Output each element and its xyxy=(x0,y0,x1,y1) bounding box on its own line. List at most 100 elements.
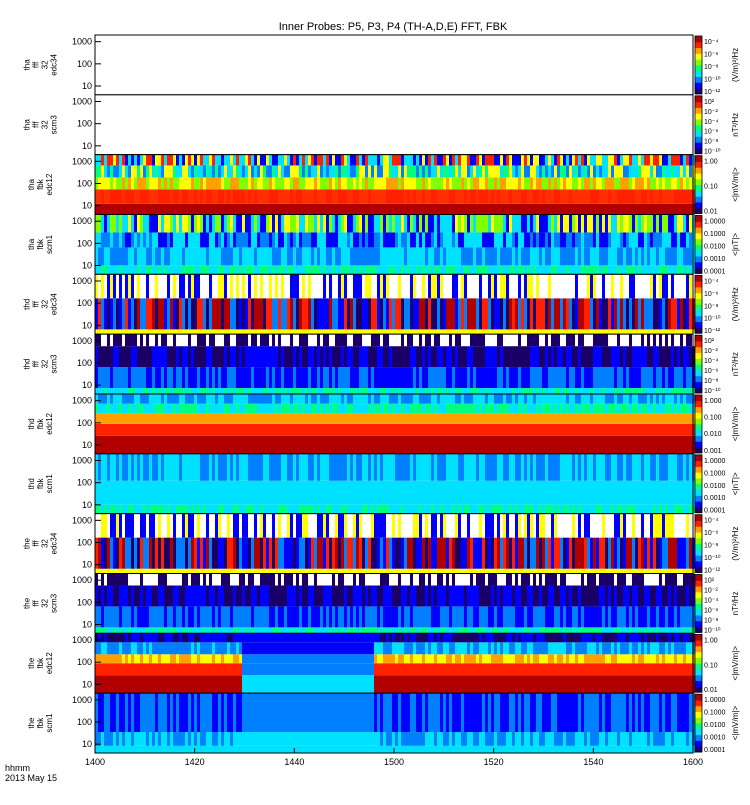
spectrogram-cell xyxy=(101,394,104,404)
spectrogram-cell xyxy=(275,215,278,233)
spectrogram-cell xyxy=(395,204,398,215)
spectrogram-cell xyxy=(410,388,413,394)
spectrogram-cell xyxy=(308,155,311,166)
spectrogram-cell xyxy=(575,165,578,177)
spectrogram-cell xyxy=(536,265,539,274)
spectrogram-cell xyxy=(347,329,350,334)
spectrogram-cell xyxy=(347,505,350,514)
spectrogram-cell xyxy=(629,481,632,505)
spectrogram-cell xyxy=(575,388,578,394)
spectrogram-cell xyxy=(230,247,233,265)
spectrogram-cell xyxy=(125,388,128,394)
spectrogram-cell xyxy=(317,334,320,346)
spectrogram-cell xyxy=(479,165,482,177)
spectrogram-cell xyxy=(275,155,278,166)
spectrogram-cell xyxy=(260,232,263,247)
spectrogram-cell xyxy=(332,274,335,298)
spectrogram-cell xyxy=(248,204,251,215)
spectrogram-cell xyxy=(203,394,206,404)
spectrogram-cell xyxy=(356,454,359,481)
spectrogram-cell xyxy=(233,436,236,454)
spectrogram-cell xyxy=(590,367,593,388)
spectrogram-cell xyxy=(197,481,200,505)
spectrogram-cell xyxy=(245,155,248,166)
spectrogram-cell xyxy=(404,232,407,247)
spectrogram-cell xyxy=(626,394,629,404)
spectrogram-cell xyxy=(125,265,128,274)
spectrogram-cell xyxy=(266,404,269,414)
spectrogram-cell xyxy=(233,346,236,367)
spectrogram-cell xyxy=(176,189,179,203)
spectrogram-cell xyxy=(125,436,128,454)
colorbar-tick-label: 10⁻¹⁰ xyxy=(704,387,721,395)
spectrogram-cell xyxy=(569,481,572,505)
spectrogram-cell xyxy=(530,394,533,404)
spectrogram-cell xyxy=(686,204,689,215)
spectrogram-cell xyxy=(137,481,140,505)
spectrogram-cell xyxy=(551,394,554,404)
spectrogram-cell xyxy=(440,436,443,454)
spectrogram-cell xyxy=(368,265,371,274)
spectrogram-cell xyxy=(620,232,623,247)
spectrogram-cell xyxy=(413,204,416,215)
spectrogram-cell xyxy=(251,413,254,424)
spectrogram-cell xyxy=(203,329,206,334)
spectrogram-cell xyxy=(377,247,380,265)
colorbar-segment xyxy=(695,298,702,304)
spectrogram-cell xyxy=(245,247,248,265)
spectrogram-cell xyxy=(470,367,473,388)
spectrogram-cell xyxy=(401,404,404,414)
spectrogram-cell xyxy=(680,394,683,404)
spectrogram-cell xyxy=(557,367,560,388)
spectrogram-cell xyxy=(263,454,266,481)
spectrogram-cell xyxy=(176,329,179,334)
spectrogram-cell xyxy=(299,155,302,166)
spectrogram-cell xyxy=(563,424,566,436)
spectrogram-cell xyxy=(443,165,446,177)
spectrogram-cell xyxy=(113,505,116,514)
y-tick-label: 1000 xyxy=(72,336,92,346)
spectrogram-cell xyxy=(281,367,284,388)
spectrogram-cell xyxy=(455,436,458,454)
spectrogram-cell xyxy=(320,177,323,189)
spectrogram-cell xyxy=(335,165,338,177)
spectrogram-cell xyxy=(485,232,488,247)
spectrogram-cell xyxy=(431,394,434,404)
spectrogram-cell xyxy=(602,265,605,274)
spectrogram-cell xyxy=(287,177,290,189)
spectrogram-cell xyxy=(578,177,581,189)
spectrogram-cell xyxy=(599,346,602,367)
spectrogram-cell xyxy=(266,232,269,247)
spectrogram-cell xyxy=(479,155,482,166)
colorbar-segment xyxy=(695,82,702,88)
spectrogram-cell xyxy=(548,394,551,404)
spectrogram-cell xyxy=(677,155,680,166)
spectrogram-cell xyxy=(464,329,467,334)
spectrogram-cell xyxy=(182,367,185,388)
spectrogram-cell xyxy=(341,189,344,203)
spectrogram-cell xyxy=(212,165,215,177)
colorbar-segment xyxy=(695,293,702,299)
spectrogram-cell xyxy=(425,346,428,367)
spectrogram-cell xyxy=(449,232,452,247)
spectrogram-cell xyxy=(497,388,500,394)
spectrogram-cell xyxy=(338,247,341,265)
spectrogram-cell xyxy=(653,329,656,334)
spectrogram-cell xyxy=(341,404,344,414)
spectrogram-cell xyxy=(371,334,374,346)
spectrogram-cell xyxy=(533,247,536,265)
spectrogram-cell xyxy=(590,165,593,177)
spectrogram-cell xyxy=(236,165,239,177)
spectrogram-cell xyxy=(596,232,599,247)
spectrogram-cell xyxy=(593,413,596,424)
spectrogram-cell xyxy=(515,454,518,481)
spectrogram-cell xyxy=(446,215,449,233)
spectrogram-cell xyxy=(248,189,251,203)
spectrogram-cell xyxy=(659,298,662,329)
spectrogram-cell xyxy=(515,346,518,367)
spectrogram-cell xyxy=(236,413,239,424)
spectrogram-cell xyxy=(683,367,686,388)
spectrogram-cell xyxy=(605,404,608,414)
panel-ylabel: thdfbkedc12 xyxy=(27,412,54,434)
spectrogram-cell xyxy=(578,436,581,454)
